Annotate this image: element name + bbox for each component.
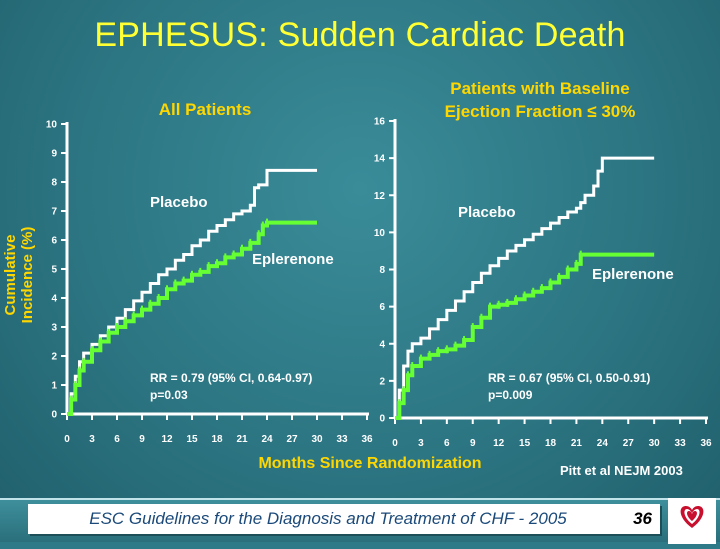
left-panel-title: All Patients — [158, 100, 252, 119]
right-annotation: p=0.009 — [488, 388, 533, 402]
citation: Pitt et al NEJM 2003 — [560, 463, 683, 478]
right-x-tick-label: 30 — [649, 438, 661, 449]
footer: ESC Guidelines for the Diagnosis and Tre… — [0, 490, 720, 544]
right-eplerenone-label: Eplerenone — [592, 266, 674, 283]
footer-box: ESC Guidelines for the Diagnosis and Tre… — [28, 504, 660, 534]
right-x-tick-label: 0 — [392, 438, 398, 449]
right-x-tick-label: 15 — [519, 438, 531, 449]
right-annotation: RR = 0.67 (95% CI, 0.50-0.91) — [488, 371, 650, 385]
right-x-tick-label: 3 — [418, 438, 424, 449]
right-y-tick-label: 0 — [379, 414, 385, 425]
right-panel-title-line2: Ejection Fraction ≤ 30% — [444, 102, 636, 121]
right-placebo-label: Placebo — [458, 204, 516, 221]
heart-icon — [680, 506, 704, 528]
right-x-tick-label: 9 — [470, 438, 476, 449]
left-y-tick-label: 3 — [51, 323, 57, 334]
right-y-tick-label: 14 — [374, 154, 386, 165]
right-x-tick-label: 27 — [623, 438, 635, 449]
left-x-tick-label: 27 — [286, 434, 298, 445]
left-annotation: RR = 0.79 (95% CI, 0.64-0.97) — [150, 371, 312, 385]
right-y-tick-label: 8 — [379, 265, 385, 276]
left-x-tick-label: 0 — [64, 434, 70, 445]
right-placebo-line — [395, 156, 655, 420]
left-x-tick-label: 6 — [114, 434, 120, 445]
left-annotation: p=0.03 — [150, 388, 188, 402]
left-y-tick-label: 10 — [46, 120, 58, 131]
right-panel-title: Patients with Baseline Ejection Fraction… — [410, 77, 670, 123]
left-placebo-label: Placebo — [150, 194, 208, 211]
left-x-tick-label: 21 — [236, 434, 248, 445]
left-y-tick-label: 4 — [51, 294, 57, 305]
left-x-tick-label: 33 — [336, 434, 348, 445]
right-x-tick-label: 18 — [545, 438, 557, 449]
right-x-tick-label: 12 — [493, 438, 505, 449]
right-y-tick-label: 12 — [374, 191, 386, 202]
right-y-tick-label: 16 — [374, 117, 386, 128]
right-x-tick-label: 6 — [444, 438, 450, 449]
left-y-tick-label: 9 — [51, 149, 57, 160]
left-x-tick-label: 3 — [89, 434, 95, 445]
right-x-tick-label: 24 — [597, 438, 609, 449]
footer-text: ESC Guidelines for the Diagnosis and Tre… — [89, 509, 567, 528]
right-x-tick-label: 33 — [675, 438, 687, 449]
left-x-tick-label: 30 — [311, 434, 323, 445]
left-x-tick-label: 15 — [186, 434, 198, 445]
left-y-tick-label: 7 — [51, 207, 57, 218]
esc-logo — [668, 498, 716, 544]
right-y-tick-label: 10 — [374, 228, 386, 239]
right-panel-title-line1: Patients with Baseline — [450, 79, 630, 98]
x-axis-label: Months Since Randomization — [258, 455, 482, 472]
page-number: 36 — [633, 509, 652, 528]
right-x-tick-label: 21 — [571, 438, 583, 449]
right-y-tick-label: 6 — [379, 302, 385, 313]
left-x-tick-label: 12 — [161, 434, 173, 445]
left-y-tick-label: 1 — [51, 381, 57, 392]
left-y-tick-label: 0 — [51, 410, 57, 421]
right-x-tick-label: 36 — [700, 438, 712, 449]
left-y-tick-label: 5 — [51, 265, 57, 276]
slide-title: EPHESUS: Sudden Cardiac Death — [94, 16, 626, 54]
right-eplerenone-line — [395, 252, 655, 420]
left-x-tick-label: 36 — [361, 434, 373, 445]
left-x-tick-label: 9 — [139, 434, 145, 445]
right-y-tick-label: 2 — [379, 376, 385, 387]
left-y-tick-label: 6 — [51, 236, 57, 247]
left-y-tick-label: 8 — [51, 178, 57, 189]
left-y-tick-label: 2 — [51, 352, 57, 363]
left-eplerenone-label: Eplerenone — [252, 251, 334, 268]
left-x-tick-label: 18 — [211, 434, 223, 445]
left-x-tick-label: 24 — [261, 434, 273, 445]
right-y-tick-label: 4 — [379, 339, 385, 350]
